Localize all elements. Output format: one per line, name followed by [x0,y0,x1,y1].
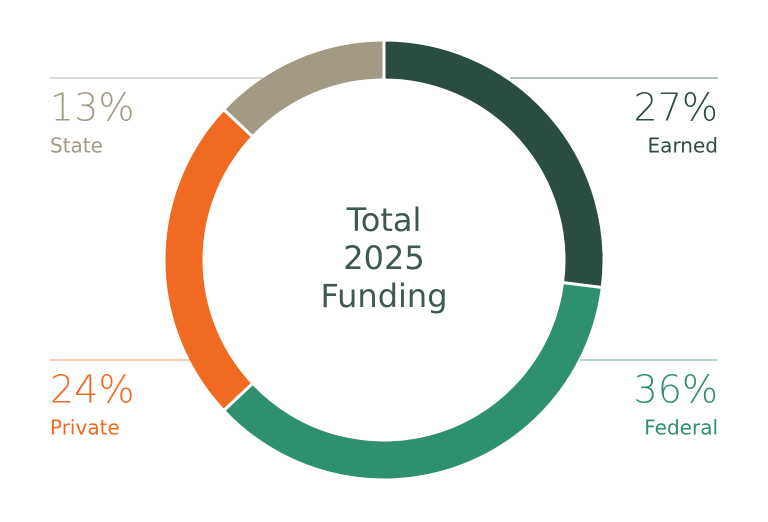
category-label: Federal [644,416,718,440]
center-label: Funding [320,277,447,315]
value-label: 36% [634,368,718,412]
center-label: Total [346,201,422,239]
value-label: 27% [634,86,718,130]
category-label: Earned [648,134,718,158]
category-label: State [50,134,103,158]
value-label: 24% [50,368,134,412]
center-label: 2025 [343,239,424,277]
value-label: 13% [50,86,134,130]
donut-segment [162,107,255,413]
donut-segment [221,38,386,139]
category-label: Private [50,416,120,440]
